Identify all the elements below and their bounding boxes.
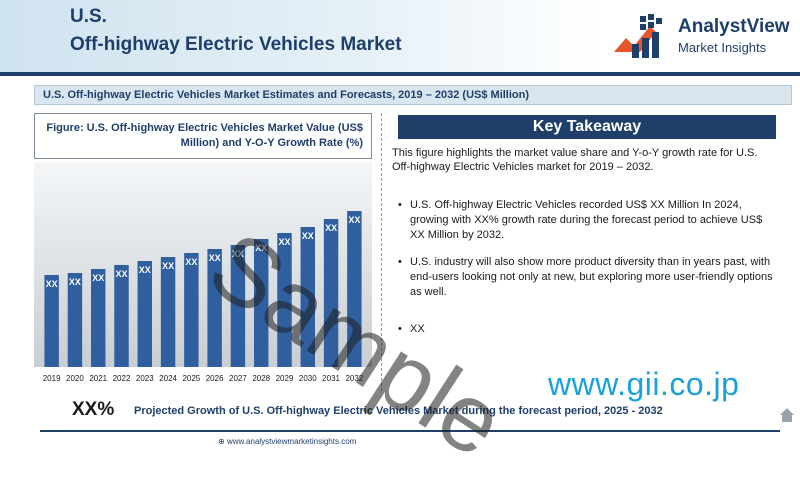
x-tick-label: 2024 xyxy=(159,374,177,383)
bar-chart-svg: XX XX XX XX XX XX XX XX XX XX XX XX XX XX 2019 2020 202… xyxy=(34,162,372,383)
key-takeaway-item-text: U.S. industry will also show more produc… xyxy=(410,256,773,298)
bar-data-label: XX xyxy=(302,231,314,241)
footer-url[interactable]: ⊕ www.analystviewmarketinsights.com xyxy=(218,437,356,446)
x-tick-label: 2021 xyxy=(89,374,107,383)
bar-data-label: XX xyxy=(209,253,221,263)
figure-title-box: Figure: U.S. Off-highway Electric Vehicl… xyxy=(34,113,372,159)
x-tick-label: 2020 xyxy=(66,374,84,383)
bar-data-label: XX xyxy=(278,237,290,247)
x-tick-label: 2026 xyxy=(206,374,224,383)
x-tick-label: 2019 xyxy=(43,374,61,383)
key-takeaway-list: • U.S. Off-highway Electric Vehicles reco… xyxy=(398,198,778,337)
projected-growth-value: XX% xyxy=(72,399,115,420)
globe-icon: ⊕ xyxy=(218,437,225,446)
vertical-divider xyxy=(381,113,382,391)
logo-subtitle: Market Insights xyxy=(678,40,767,55)
x-tick-label: 2027 xyxy=(229,374,247,383)
bullet-icon: • xyxy=(398,256,402,268)
header-banner xyxy=(0,0,800,74)
bar-data-label: XX xyxy=(46,279,58,289)
bar xyxy=(277,233,292,367)
footer-url-text: www.analystviewmarketinsights.com xyxy=(226,437,357,446)
x-tick-label: 2029 xyxy=(276,374,294,383)
bar xyxy=(184,253,199,367)
page-title-line2: Off-highway Electric Vehicles Market xyxy=(70,34,402,55)
bar xyxy=(67,273,83,367)
bar-data-label: XX xyxy=(325,223,337,233)
x-tick-label: 2032 xyxy=(345,374,363,383)
key-takeaway-header: Key Takeaway xyxy=(398,115,776,139)
figure-title: Figure: U.S. Off-highway Electric Vehicl… xyxy=(46,122,363,149)
bar-data-label: XX xyxy=(92,273,104,283)
bar-data-label: XX xyxy=(348,215,360,225)
bar-data-label: XX xyxy=(255,243,267,253)
bar xyxy=(207,249,222,367)
header-divider xyxy=(0,72,800,76)
bar xyxy=(114,265,129,367)
key-takeaway-item: • U.S. industry will also show more produ… xyxy=(398,255,778,300)
projected-growth-caption: Projected Growth of U.S. Off-highway Ele… xyxy=(134,405,663,417)
x-tick-label: 2022 xyxy=(113,374,131,383)
gii-watermark: www.gii.co.jp xyxy=(548,366,740,402)
x-tick-label: 2030 xyxy=(299,374,317,383)
section-title-bar: U.S. Off-highway Electric Vehicles Marke… xyxy=(34,85,792,105)
bar-data-label: XX xyxy=(69,277,81,287)
footer-divider xyxy=(40,430,780,432)
bar xyxy=(253,239,269,367)
bar xyxy=(230,245,246,367)
bar-data-label: XX xyxy=(115,269,127,279)
page-title-line1: U.S. xyxy=(70,6,107,27)
bar xyxy=(300,227,316,367)
key-takeaway-item: • U.S. Off-highway Electric Vehicles reco… xyxy=(398,198,778,243)
bar-data-label: XX xyxy=(185,257,197,267)
bar xyxy=(323,219,339,367)
bar-data-label: XX xyxy=(162,261,174,271)
section-title: U.S. Off-highway Electric Vehicles Marke… xyxy=(43,89,530,101)
logo-icon xyxy=(614,14,662,58)
bar xyxy=(44,275,59,367)
x-tick-label: 2023 xyxy=(136,374,154,383)
logo-name: AnalystView xyxy=(678,16,790,37)
analystview-logo[interactable]: AnalystView Market Insights xyxy=(610,12,800,64)
bullet-icon: • xyxy=(398,323,402,335)
key-takeaway-intro: This figure highlights the market value … xyxy=(392,147,758,173)
bullet-icon: • xyxy=(398,199,402,211)
key-takeaway-item-text: U.S. Off-highway Electric Vehicles recor… xyxy=(410,199,763,241)
chart-plot-area xyxy=(34,162,372,367)
bar-data-label: XX xyxy=(139,265,151,275)
x-tick-label: 2028 xyxy=(252,374,270,383)
key-takeaway-title: Key Takeaway xyxy=(532,118,642,135)
bar xyxy=(90,269,106,367)
bar xyxy=(160,257,176,367)
bar xyxy=(137,261,153,367)
bar-data-label: XX xyxy=(232,249,244,259)
x-tick-label: 2025 xyxy=(182,374,200,383)
x-tick-label: 2031 xyxy=(322,374,340,383)
home-icon[interactable] xyxy=(778,406,796,424)
key-takeaway-item-text: XX xyxy=(410,323,425,335)
bar xyxy=(347,211,362,367)
key-takeaway-item: • XX xyxy=(398,322,778,337)
bar-chart: XX XX XX XX XX XX XX XX XX XX XX XX XX XX 2019 2020 202… xyxy=(34,162,372,386)
